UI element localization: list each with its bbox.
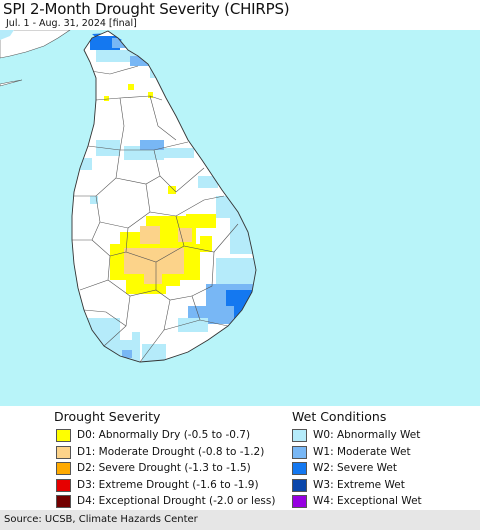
map-svg: [0, 30, 257, 363]
legend-label-w2: W2: Severe Wet: [313, 462, 397, 474]
source-credit: Source: UCSB, Climate Hazards Center: [4, 514, 198, 525]
footer: Source: UCSB, Climate Hazards Center: [0, 510, 480, 530]
drought-map: [0, 30, 480, 406]
legend-label-d2: D2: Severe Drought (-1.3 to -1.5): [77, 462, 251, 474]
wet-legend-heading: Wet Conditions: [292, 409, 387, 424]
legend-swatch-d4: [56, 495, 71, 508]
legend-label-d0: D0: Abnormally Dry (-0.5 to -0.7): [77, 429, 251, 441]
legend-label-d1: D1: Moderate Drought (-0.8 to -1.2): [77, 445, 265, 458]
legend-swatch-d3: [56, 478, 71, 492]
legend-label-w0: W0: Abnormally Wet: [313, 429, 421, 441]
drought-legend-heading: Drought Severity: [54, 409, 161, 424]
legend: Drought Severity Wet Conditions D0: Abno…: [0, 406, 480, 510]
legend-label-d4: D4: Exceptional Drought (-2.0 or less): [77, 495, 276, 507]
map-subtitle: Jul. 1 - Aug. 31, 2024 [final]: [6, 18, 137, 29]
legend-label-w3: W3: Extreme Wet: [313, 478, 405, 491]
header: SPI 2-Month Drought Severity (CHIRPS) Ju…: [0, 0, 480, 30]
legend-label-w1: W1: Moderate Wet: [313, 445, 411, 458]
legend-swatch-w3: [292, 478, 307, 492]
legend-swatch-w0: [292, 429, 307, 442]
district-boundaries: [72, 65, 239, 362]
legend-swatch-d0: [56, 429, 71, 442]
legend-swatch-w1: [292, 445, 307, 459]
legend-label-d3: D3: Extreme Drought (-1.6 to -1.9): [77, 478, 259, 491]
map-title: SPI 2-Month Drought Severity (CHIRPS): [3, 0, 290, 18]
legend-swatch-d1: [56, 445, 71, 459]
legend-swatch-w4: [292, 495, 307, 508]
legend-swatch-w2: [292, 462, 307, 475]
island-outline: [71, 30, 257, 363]
legend-swatch-d2: [56, 462, 71, 475]
legend-label-w4: W4: Exceptional Wet: [313, 495, 422, 507]
